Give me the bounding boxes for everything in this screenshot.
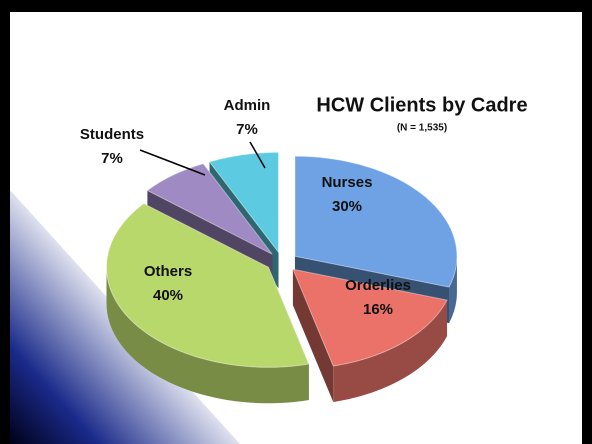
pie-slice <box>146 163 273 255</box>
category-label: Orderlies <box>345 277 411 294</box>
value-label: 40% <box>153 287 183 304</box>
value-label: 7% <box>101 150 123 167</box>
value-label: 7% <box>236 121 258 138</box>
pie-slice <box>208 151 280 254</box>
leader-line <box>249 141 266 169</box>
category-label: Students <box>80 126 144 143</box>
leader-line <box>139 149 206 176</box>
pie-slice <box>292 268 448 367</box>
category-label: Admin <box>224 97 271 114</box>
category-label: Nurses <box>322 174 373 191</box>
slice-side <box>449 256 457 324</box>
slice-side <box>333 300 448 403</box>
pie <box>106 151 458 404</box>
value-label: 30% <box>332 198 362 215</box>
category-label: Others <box>144 263 192 280</box>
value-label: 16% <box>363 301 393 318</box>
slice-side <box>106 267 309 404</box>
pie-slice <box>106 202 310 368</box>
pie-slice <box>294 155 458 288</box>
slice-wall <box>292 269 334 403</box>
chart-subtitle: (N = 1,535) <box>397 123 447 134</box>
labels: Nurses 30% Orderlies 16% Others 40% Students 7%… <box>80 97 411 318</box>
chart-title: HCW Clients by Cadre <box>316 94 527 116</box>
